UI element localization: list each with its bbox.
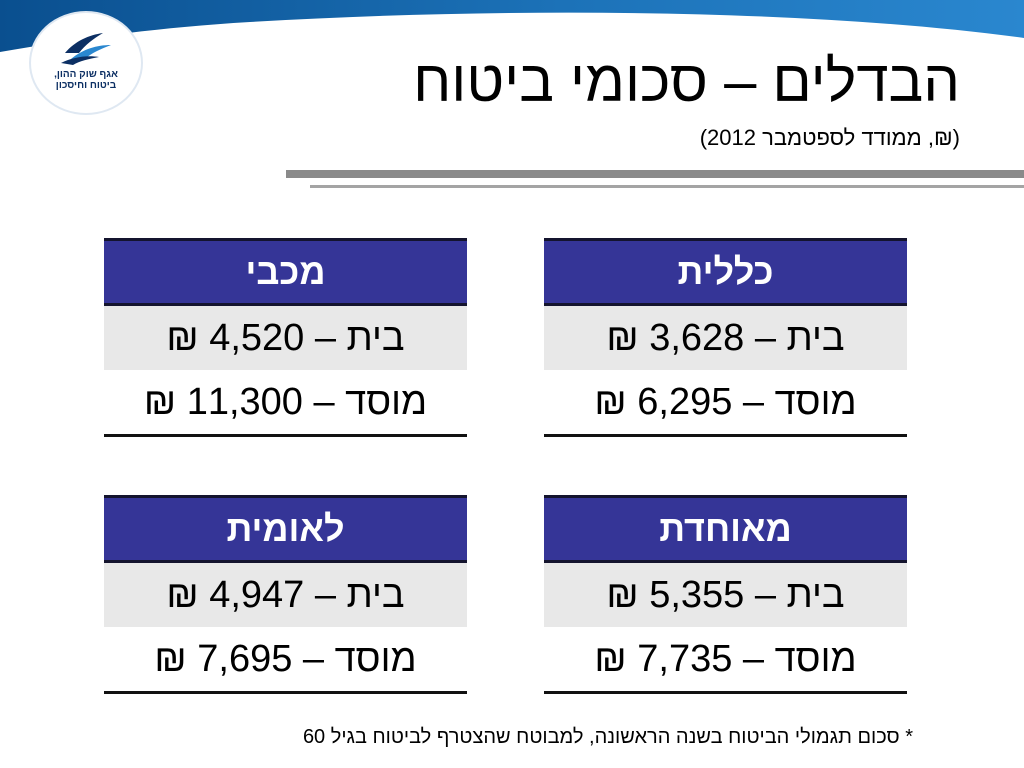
home-amount: בית – 5,355 ₪	[544, 563, 907, 627]
institution-amount: מוסד – 11,300 ₪	[104, 370, 467, 437]
card-header: מכבי	[104, 238, 467, 306]
home-amount: בית – 3,628 ₪	[544, 306, 907, 370]
page-subtitle: (₪, ממודד לספטמבר 2012)	[699, 125, 960, 150]
divider-thick	[286, 170, 1024, 178]
card-meuhedet: מאוחדת בית – 5,355 ₪ מוסד – 7,735 ₪	[544, 495, 907, 694]
institution-amount: מוסד – 7,735 ₪	[544, 627, 907, 694]
ministry-logo: אגף שוק ההון, ביטוח וחיסכון	[31, 13, 141, 113]
top-wave-band	[0, 0, 1024, 52]
institution-amount: מוסד – 7,695 ₪	[104, 627, 467, 694]
institution-amount: מוסד – 6,295 ₪	[544, 370, 907, 437]
card-leumit: לאומית בית – 4,947 ₪ מוסד – 7,695 ₪	[104, 495, 467, 694]
footnote: * סכום תגמולי הביטוח בשנה הראשונה, למבוט…	[302, 726, 913, 748]
card-header: לאומית	[104, 495, 467, 563]
card-maccabi: מכבי בית – 4,520 ₪ מוסד – 11,300 ₪	[104, 238, 467, 437]
home-amount: בית – 4,947 ₪	[104, 563, 467, 627]
card-header: מאוחדת	[544, 495, 907, 563]
divider-thin	[310, 185, 1024, 188]
logo-text-line-1: אגף שוק ההון,	[54, 69, 118, 80]
card-klalit: כללית בית – 3,628 ₪ מוסד – 6,295 ₪	[544, 238, 907, 437]
card-header: כללית	[544, 238, 907, 306]
sail-icon	[61, 33, 111, 65]
page-title: הבדלים – סכומי ביטוח	[413, 49, 960, 114]
home-amount: בית – 4,520 ₪	[104, 306, 467, 370]
logo-text-line-2: ביטוח וחיסכון	[55, 80, 117, 91]
